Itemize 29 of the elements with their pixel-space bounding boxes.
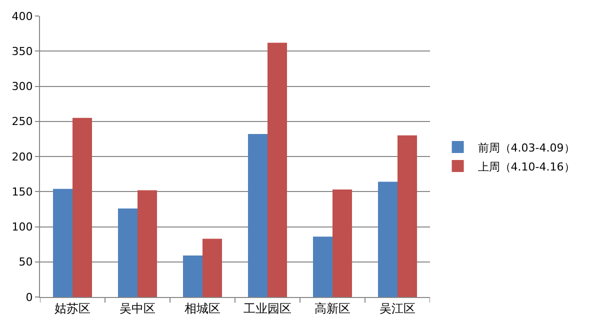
x-tick-label: 高新区 [314,301,350,316]
bar [332,190,352,297]
x-tick-label: 吴中区 [120,301,156,316]
y-tick-label: 100 [12,220,33,234]
bar [202,238,222,297]
y-tick-label: 400 [12,10,33,23]
y-tick-label: 250 [12,115,33,128]
y-tick-label: 200 [12,150,33,164]
x-tick-label: 姑苏区 [54,301,90,316]
bar [378,182,398,297]
bar [183,256,202,297]
bar [268,42,287,297]
bar [313,236,332,297]
y-tick-label: 50 [18,256,33,269]
bar [72,118,92,297]
legend-label: 上周（4.10-4.16） [478,160,575,174]
x-tick-label: 工业园区 [244,301,292,316]
x-tick-label: 吴江区 [380,301,416,316]
y-tick-label: 0 [26,290,33,304]
bar [398,135,417,297]
x-tick-label: 相城区 [184,301,220,316]
bar [248,134,268,297]
legend-label: 前周（4.03-4.09） [478,141,575,154]
bar [53,188,72,297]
y-tick-label: 350 [12,44,33,58]
y-tick-label: 150 [12,185,33,198]
y-tick-label: 300 [12,80,33,94]
bar [118,208,138,297]
bar [138,190,157,297]
